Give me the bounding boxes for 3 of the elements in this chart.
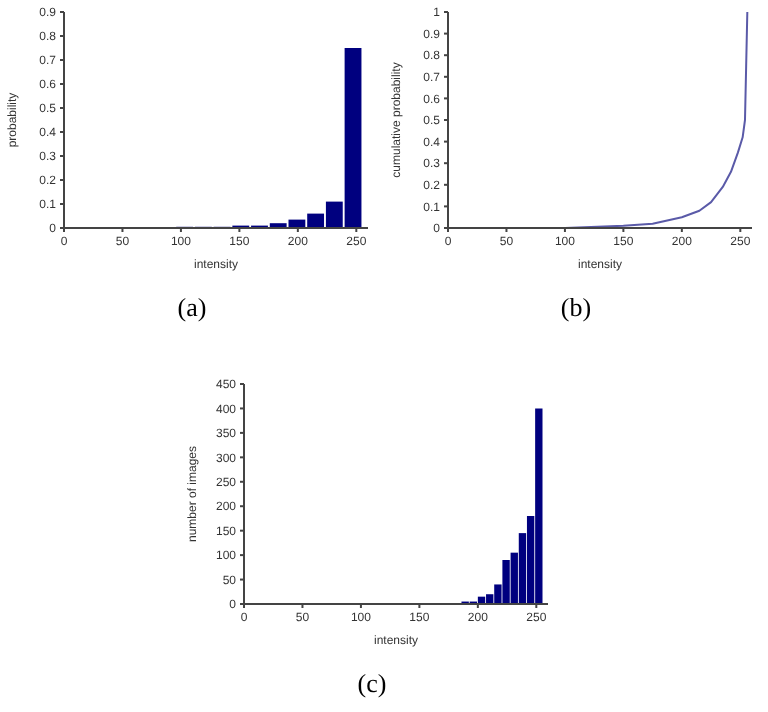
text: (b) (558, 292, 594, 324)
text: (a) (175, 292, 209, 324)
text: (c) (355, 668, 389, 700)
